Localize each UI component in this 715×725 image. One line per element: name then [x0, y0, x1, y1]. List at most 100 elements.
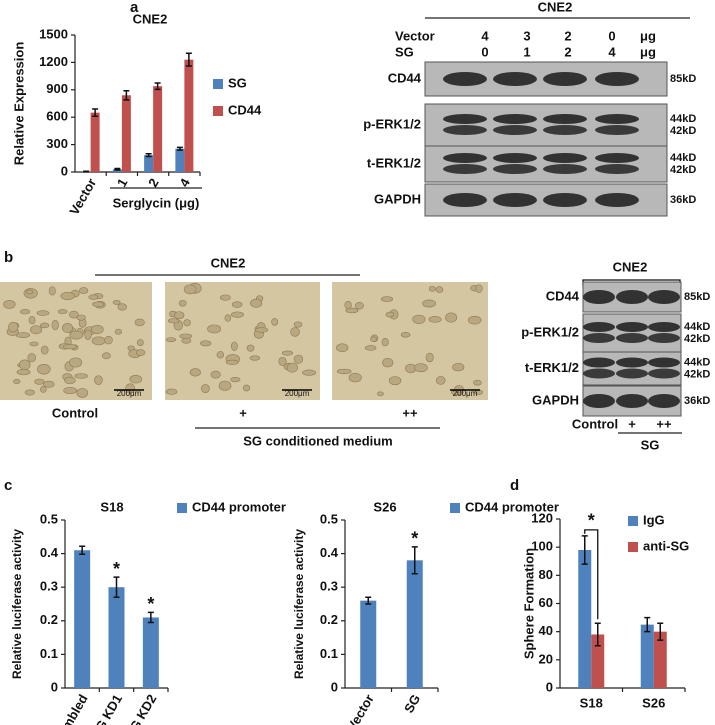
- legend-swatch: [177, 503, 187, 513]
- cell: [293, 354, 304, 364]
- cell: [48, 286, 56, 296]
- cell: [3, 299, 16, 309]
- y-tick-label: 120: [531, 510, 553, 525]
- cell: [413, 363, 428, 373]
- blot-band: [616, 357, 648, 368]
- band-size: 42kD: [670, 164, 696, 176]
- blot-band: [443, 193, 487, 207]
- cell: [60, 292, 75, 300]
- cell: [69, 357, 83, 368]
- cell: [117, 303, 127, 311]
- y-tick-label: 900: [46, 81, 68, 96]
- y-tick-label: 0: [61, 163, 68, 178]
- micrograph-label: +: [239, 405, 247, 420]
- dose-amount: 4: [608, 44, 616, 59]
- blot-band: [595, 125, 639, 135]
- cell: [293, 321, 303, 328]
- cell: [254, 327, 269, 333]
- cell: [51, 320, 59, 331]
- dose-unit: μg: [640, 44, 656, 59]
- cell: [348, 372, 362, 383]
- blot-band: [595, 164, 639, 174]
- blot-band: [595, 72, 639, 86]
- band-size: 44kD: [684, 321, 710, 333]
- cell: [224, 314, 232, 322]
- cell: [178, 299, 187, 307]
- x-tick-label: 4: [176, 175, 193, 189]
- micrograph: [0, 282, 152, 400]
- y-tick-label: 0.2: [320, 612, 338, 627]
- blot-band: [443, 153, 487, 163]
- cell: [179, 333, 193, 339]
- blot-band: [648, 333, 680, 343]
- cell: [216, 351, 225, 359]
- cell: [422, 299, 437, 308]
- blot-band: [648, 368, 680, 379]
- cell: [475, 284, 483, 293]
- cell: [345, 307, 359, 314]
- x-tick-label: S26: [642, 695, 665, 710]
- blot-label: GAPDH: [374, 191, 421, 206]
- dose-amount: 1: [523, 44, 530, 59]
- band-size: 36kD: [670, 194, 696, 206]
- significance-bracket: [584, 529, 599, 620]
- cell: [136, 339, 144, 346]
- error-bar: [644, 616, 651, 633]
- error-bar: [365, 596, 372, 605]
- cell: [183, 319, 191, 327]
- legend-swatch: [213, 79, 223, 89]
- bar: [153, 86, 163, 172]
- y-tick-label: 0: [546, 679, 553, 694]
- y-axis-label: Relative luciferase activity: [292, 529, 306, 679]
- blot-label: GAPDH: [532, 392, 579, 407]
- dose-amount: 2: [564, 28, 571, 43]
- chart-title: S26: [373, 499, 396, 514]
- blot-band: [443, 114, 487, 124]
- blot-panel: [424, 103, 668, 147]
- bar: [406, 560, 423, 688]
- cell: [69, 330, 84, 340]
- x-group-label: Serglycin (μg): [113, 195, 200, 210]
- cell: [173, 311, 185, 320]
- y-tick-label: 0.3: [40, 579, 58, 594]
- cell: [76, 314, 86, 321]
- y-tick-label: 100: [531, 539, 553, 554]
- cell: [336, 368, 352, 375]
- cell: [467, 315, 482, 325]
- cell: [34, 378, 45, 385]
- panel-letter: c: [4, 477, 12, 494]
- cell: [344, 301, 352, 310]
- cell: [210, 370, 221, 379]
- blot-title: CNE2: [613, 259, 648, 274]
- cell: [286, 362, 298, 373]
- y-tick-label: 600: [46, 109, 68, 124]
- cell: [381, 337, 389, 347]
- blot-band: [648, 357, 680, 368]
- band-size: 44kD: [670, 113, 696, 125]
- band-size: 42kD: [684, 368, 710, 380]
- cell: [388, 376, 402, 386]
- blot-band: [616, 394, 648, 408]
- cell: [37, 364, 51, 375]
- dose-unit: μg: [640, 28, 656, 43]
- cell: [40, 322, 50, 329]
- blot-panel: [424, 145, 668, 183]
- y-tick-label: 0.3: [320, 579, 338, 594]
- blot-band: [583, 368, 615, 379]
- y-tick-label: 1200: [39, 54, 68, 69]
- cell: [112, 300, 121, 305]
- cell: [445, 312, 458, 323]
- bar: [142, 617, 159, 688]
- cell: [278, 356, 287, 366]
- bar: [74, 550, 91, 688]
- bar: [640, 624, 654, 688]
- band-size: 36kD: [684, 395, 710, 407]
- legend-label: anti-SG: [643, 538, 689, 553]
- cell: [181, 337, 192, 344]
- blot-label: p-ERK1/2: [521, 324, 579, 339]
- blot-band: [493, 193, 537, 207]
- error-bar: [176, 146, 183, 151]
- bar: [90, 112, 100, 172]
- blot-band: [443, 164, 487, 174]
- y-axis-label: Sphere Formation: [521, 548, 536, 659]
